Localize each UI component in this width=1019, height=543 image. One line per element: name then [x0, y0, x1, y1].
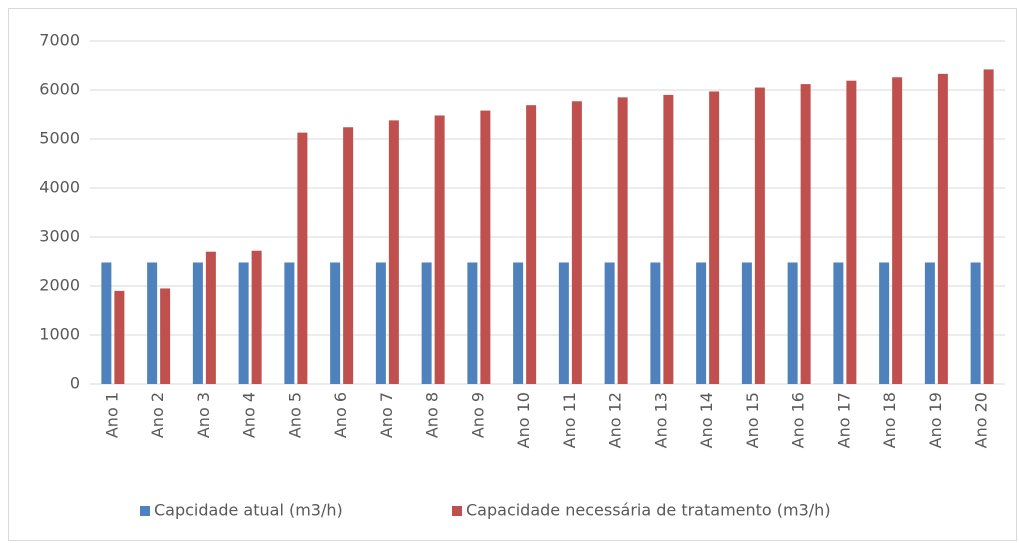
- bar: [709, 91, 720, 384]
- bar: [343, 127, 354, 385]
- x-tick-label: Ano 17: [834, 392, 853, 448]
- x-tick-label: Ano 19: [926, 392, 945, 448]
- x-tick-label: Ano 10: [514, 392, 533, 448]
- x-tick: Ano 2: [148, 392, 167, 438]
- bar: [833, 262, 844, 384]
- bar: [800, 84, 811, 385]
- bar: [114, 290, 125, 384]
- x-tick-label: Ano 3: [194, 392, 213, 438]
- x-tick-label: Ano 9: [468, 392, 487, 438]
- x-tick: Ano 8: [423, 392, 442, 438]
- bar: [526, 105, 537, 384]
- y-tick-label: 3000: [39, 227, 80, 246]
- bar: [297, 132, 308, 384]
- bar: [101, 262, 112, 384]
- x-tick-label: Ano 18: [880, 392, 899, 448]
- bar: [571, 101, 582, 385]
- bar: [892, 77, 903, 384]
- bar: [604, 262, 615, 384]
- legend-swatch: [452, 506, 462, 516]
- bar: [617, 97, 628, 384]
- x-tick: Ano 5: [285, 392, 304, 438]
- x-tick-label: Ano 6: [331, 392, 350, 438]
- y-tick-label: 6000: [39, 80, 80, 99]
- bar: [970, 262, 981, 384]
- x-tick-label: Ano 1: [102, 392, 121, 438]
- bar: [375, 262, 386, 384]
- y-tick-label: 2000: [39, 276, 80, 295]
- x-tick: Ano 11: [560, 392, 579, 448]
- bar: [663, 94, 674, 385]
- bar: [696, 262, 707, 384]
- x-tick-label: Ano 12: [606, 392, 625, 448]
- x-tick-label: Ano 13: [651, 392, 670, 448]
- bar: [983, 69, 994, 385]
- y-tick-label: 4000: [39, 178, 80, 197]
- bar: [480, 110, 491, 384]
- y-tick-label: 5000: [39, 129, 80, 148]
- x-tick: Ano 15: [743, 392, 762, 448]
- x-tick-label: Ano 8: [423, 392, 442, 438]
- bar: [205, 251, 216, 384]
- x-tick: Ano 19: [926, 392, 945, 448]
- x-tick: Ano 14: [697, 392, 716, 448]
- legend-label: Capcidade atual (m3/h): [154, 501, 343, 520]
- x-tick: Ano 1: [102, 392, 121, 438]
- bar: [238, 262, 249, 384]
- bar: [558, 262, 569, 384]
- bar: [741, 262, 752, 384]
- bar: [251, 250, 262, 384]
- bar: [467, 262, 478, 384]
- legend-label: Capacidade necessária de tratamento (m3/…: [466, 501, 831, 520]
- x-tick: Ano 4: [240, 392, 259, 438]
- x-tick: Ano 13: [651, 392, 670, 448]
- bar: [147, 262, 158, 384]
- y-tick-label: 7000: [39, 31, 80, 50]
- bar: [650, 262, 661, 384]
- bar: [937, 73, 948, 384]
- y-tick-label: 1000: [39, 325, 80, 344]
- bar: [513, 262, 524, 384]
- x-tick: Ano 17: [834, 392, 853, 448]
- x-tick-label: Ano 11: [560, 392, 579, 448]
- x-tick-label: Ano 15: [743, 392, 762, 448]
- bar: [924, 262, 935, 384]
- x-tick: Ano 18: [880, 392, 899, 448]
- x-tick: Ano 6: [331, 392, 350, 438]
- bar: [192, 262, 203, 384]
- bar: [754, 87, 765, 385]
- bar: [434, 115, 445, 384]
- x-tick-label: Ano 4: [240, 392, 259, 438]
- x-tick-label: Ano 7: [377, 392, 396, 438]
- x-tick-label: Ano 14: [697, 392, 716, 448]
- legend-swatch: [140, 506, 150, 516]
- x-tick: Ano 12: [606, 392, 625, 448]
- x-tick: Ano 3: [194, 392, 213, 438]
- x-tick-label: Ano 2: [148, 392, 167, 438]
- x-tick: Ano 20: [972, 392, 991, 448]
- y-tick-label: 0: [70, 374, 80, 393]
- bar: [846, 80, 857, 384]
- bar: [879, 262, 890, 384]
- x-tick-label: Ano 20: [972, 392, 991, 448]
- bar: [330, 262, 341, 384]
- bar: [160, 288, 171, 384]
- x-tick: Ano 9: [468, 392, 487, 438]
- bar: [787, 262, 798, 384]
- bar: [284, 262, 295, 384]
- chart-border: [8, 8, 1017, 541]
- x-tick-label: Ano 5: [285, 392, 304, 438]
- x-tick: Ano 16: [789, 392, 808, 448]
- x-tick: Ano 10: [514, 392, 533, 448]
- x-tick-label: Ano 16: [789, 392, 808, 448]
- x-tick: Ano 7: [377, 392, 396, 438]
- bar: [421, 262, 432, 384]
- bar: [388, 120, 399, 384]
